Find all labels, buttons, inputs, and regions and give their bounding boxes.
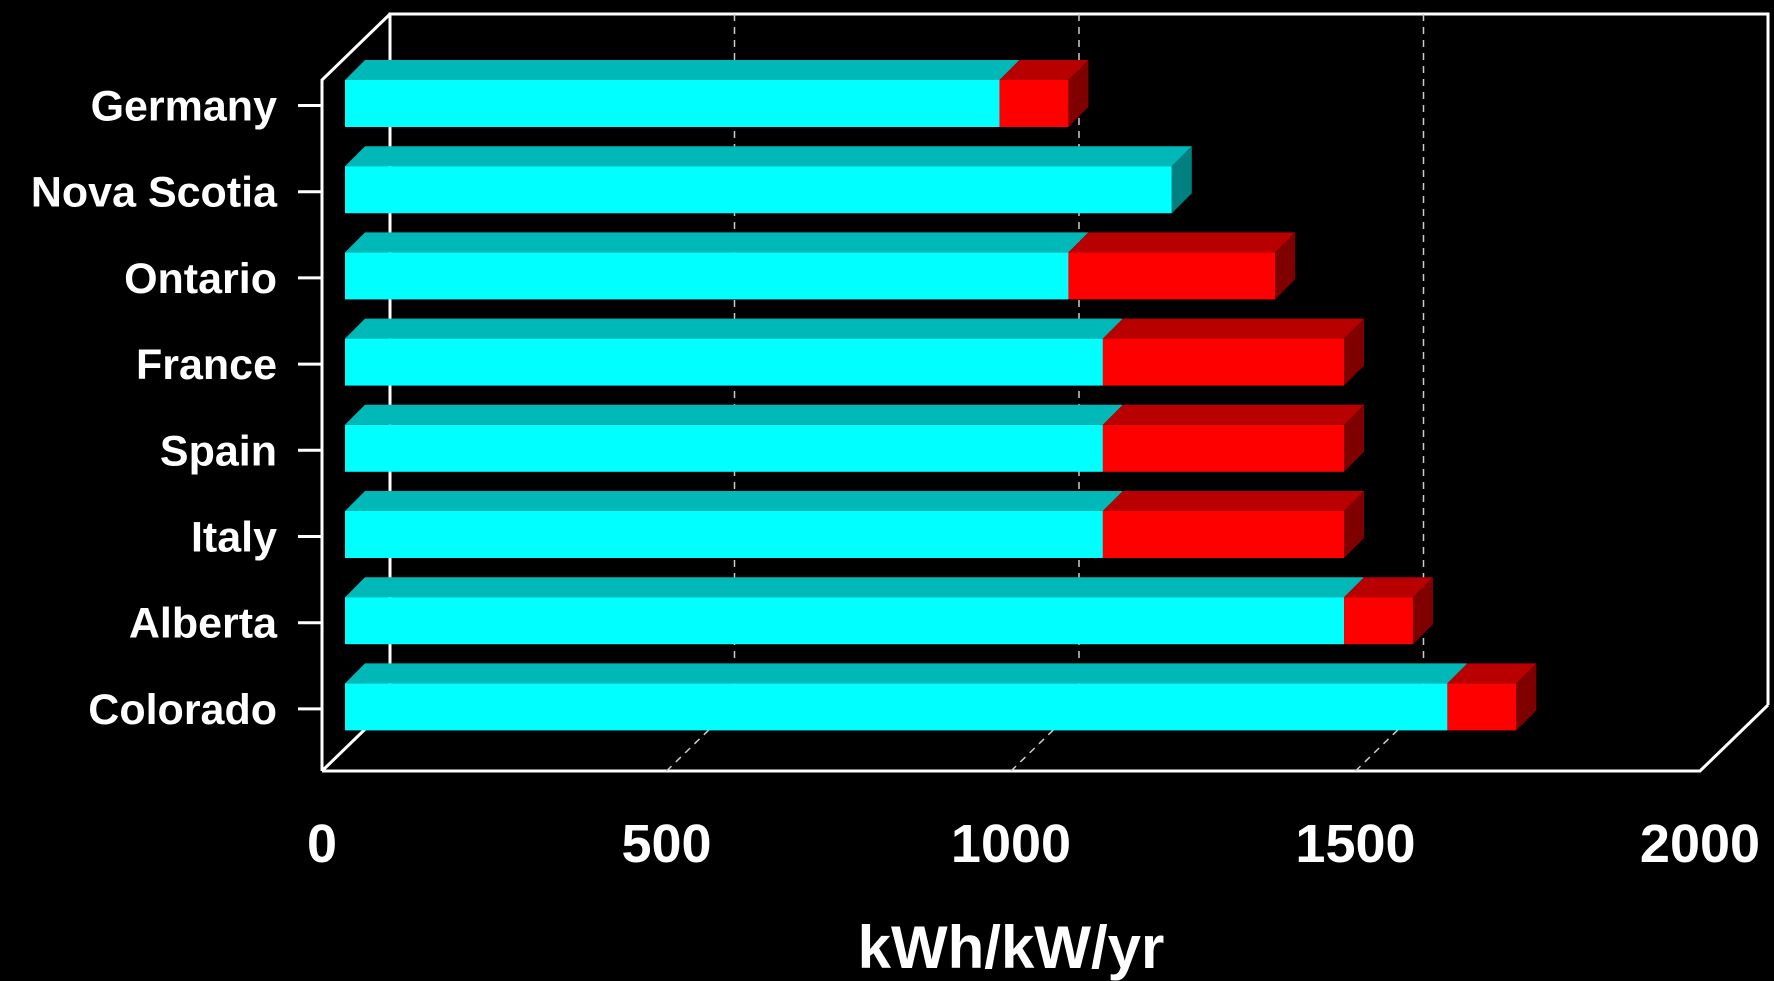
category-label: Alberta (129, 600, 278, 648)
bar-segment (1068, 252, 1276, 300)
bar-side-face (1412, 577, 1433, 645)
bar-segment (345, 80, 1000, 127)
x-tick-label: 2000 (1640, 814, 1760, 874)
bar-segment (345, 338, 1103, 386)
bar-segment (1447, 683, 1517, 731)
bar-group-france (345, 318, 1365, 386)
bar-top-face (345, 232, 1089, 253)
bar-side-face (1275, 232, 1296, 300)
category-label: Germany (91, 83, 278, 131)
bar-side-face (1344, 318, 1365, 386)
bar-segment (999, 80, 1069, 127)
category-label: Ontario (124, 255, 277, 303)
bar-group-colorado (345, 663, 1537, 731)
x-tick-label: 1500 (1295, 814, 1415, 874)
bar-side-face (1516, 663, 1537, 731)
bar-top-face (345, 491, 1123, 511)
x-axis-title: kWh/kW/yr (858, 914, 1165, 981)
bars (345, 60, 1537, 731)
bar-top-face (345, 404, 1123, 425)
category-label: France (136, 341, 277, 389)
gridlines (665, 14, 1425, 772)
bar-side-face (1171, 146, 1192, 214)
bar-segment (345, 166, 1172, 214)
category-label: Italy (191, 514, 277, 562)
bar-top-face (1447, 663, 1537, 684)
bar-side-face (1344, 404, 1365, 472)
bar-top-face (999, 60, 1089, 80)
bar-segment (1102, 511, 1345, 558)
bar-segment (345, 683, 1448, 731)
bar-group-spain (345, 404, 1365, 472)
bar-segment (1102, 424, 1345, 472)
bar-segment (1344, 597, 1413, 645)
bar-top-face (345, 60, 1020, 80)
bar-top-face (345, 318, 1123, 339)
x-tick-labels: 0 500 1000 1500 2000 (307, 814, 1760, 874)
bar-top-face (345, 663, 1468, 684)
category-label: Spain (160, 427, 277, 475)
x-tick-label: 0 (307, 814, 337, 874)
chart-walls (320, 12, 1770, 773)
bar-segment (345, 252, 1069, 300)
bar-side-face (1068, 60, 1089, 127)
bar-top-face (1068, 232, 1296, 253)
bar-segment (345, 511, 1103, 558)
bar-segment (1102, 338, 1345, 386)
bar-group-italy (345, 491, 1365, 558)
bar-group-germany (345, 60, 1089, 127)
bar-top-face (345, 146, 1192, 167)
left-wall (320, 12, 392, 771)
x-tick-label: 1000 (951, 814, 1071, 874)
bar-top-face (1344, 577, 1433, 598)
bar-segment (345, 424, 1103, 472)
bar-top-face (1102, 491, 1365, 511)
category-label: Nova Scotia (31, 169, 278, 217)
bar-group-alberta (345, 577, 1433, 645)
category-label: Colorado (88, 686, 277, 734)
bar-group-ontario (345, 232, 1296, 300)
bar-top-face (1102, 318, 1365, 339)
bar-segment (345, 597, 1345, 645)
bar-top-face (345, 577, 1365, 598)
category-labels: Germany Nova Scotia Ontario France Spain Ital… (31, 83, 322, 734)
bar-top-face (1102, 404, 1365, 425)
bar-group-nova-scotia (345, 146, 1192, 214)
bar-side-face (1344, 491, 1365, 558)
x-tick-label: 500 (621, 814, 711, 874)
